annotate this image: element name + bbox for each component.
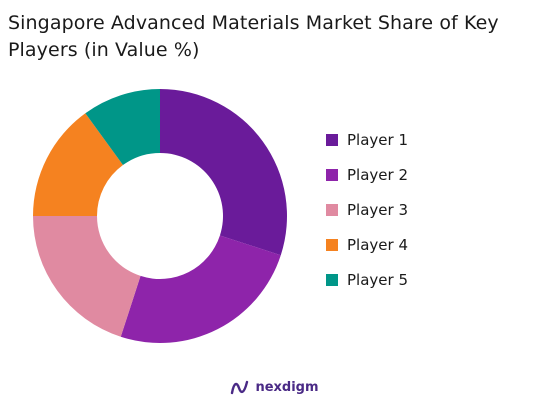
legend-swatch [326,203,338,216]
legend-swatch [326,273,338,286]
legend-item: Player 4 [326,227,408,262]
donut-slices [33,89,287,344]
legend-item: Player 2 [326,157,408,192]
legend-swatch [326,133,338,146]
donut-slice-player-4 [33,113,123,216]
legend-label: Player 4 [347,235,408,254]
donut-slice-player-2 [120,235,281,344]
legend-label: Player 5 [347,270,408,289]
donut-slice-player-5 [85,89,160,166]
legend-label: Player 3 [347,200,408,219]
donut-slice-player-3 [33,216,141,337]
legend-swatch [326,238,338,251]
nexdigm-logo-icon [231,380,249,395]
brand-name: nexdigm [255,379,319,395]
legend-item: Player 5 [326,262,408,297]
legend-label: Player 2 [347,165,408,184]
brand-footer: nexdigm [0,378,549,396]
legend-label: Player 1 [347,130,408,149]
chart-legend: Player 1 Player 2 Player 3 Player 4 Player 5 [326,122,408,297]
legend-item: Player 1 [326,122,408,157]
legend-swatch [326,168,338,181]
donut-slice-player-1 [160,89,287,256]
legend-item: Player 3 [326,192,408,227]
chart-title: Singapore Advanced Materials Market Shar… [8,12,499,61]
